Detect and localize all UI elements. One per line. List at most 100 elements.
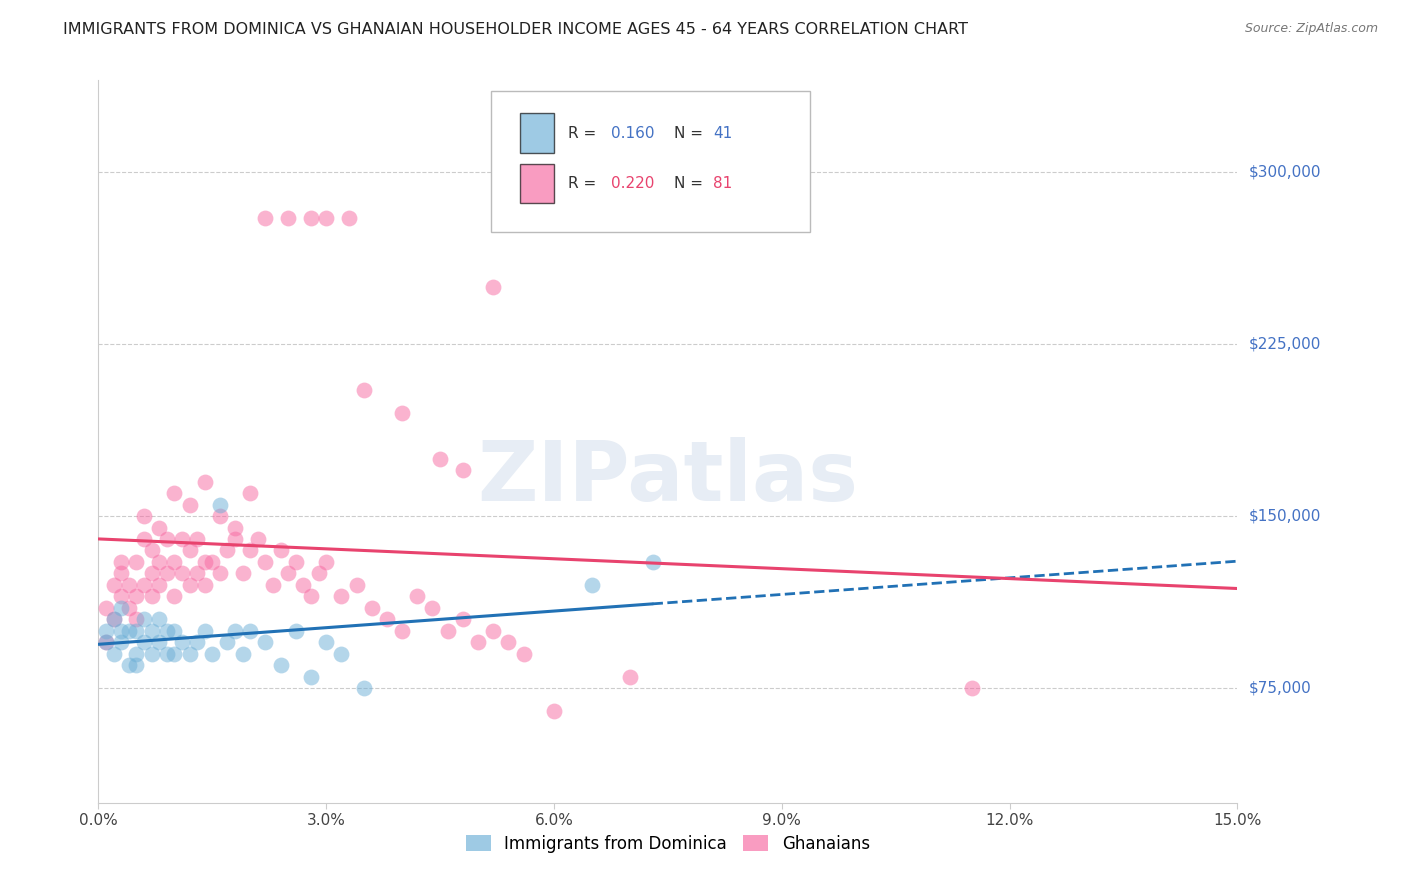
- Point: [156, 647, 179, 661]
- Point: [270, 543, 292, 558]
- Point: [353, 383, 375, 397]
- Point: [94, 635, 117, 649]
- Point: [125, 555, 148, 569]
- Point: [103, 647, 125, 661]
- Point: [375, 612, 398, 626]
- Text: $75,000: $75,000: [1249, 681, 1312, 696]
- Point: [141, 624, 163, 638]
- Point: [156, 566, 179, 581]
- Point: [163, 486, 186, 500]
- Point: [179, 498, 201, 512]
- Text: 41: 41: [713, 126, 733, 141]
- Point: [118, 600, 141, 615]
- Point: [451, 612, 474, 626]
- Text: $225,000: $225,000: [1249, 336, 1320, 351]
- Point: [224, 532, 246, 546]
- Point: [277, 211, 299, 225]
- Point: [110, 590, 132, 604]
- Point: [436, 624, 458, 638]
- Point: [284, 624, 307, 638]
- Point: [299, 211, 322, 225]
- Point: [543, 704, 565, 718]
- Point: [482, 279, 505, 293]
- Point: [330, 647, 353, 661]
- Point: [239, 624, 262, 638]
- Point: [163, 647, 186, 661]
- Point: [429, 451, 451, 466]
- Point: [110, 566, 132, 581]
- Text: R =: R =: [568, 126, 600, 141]
- Text: $300,000: $300,000: [1249, 164, 1320, 179]
- Point: [406, 590, 429, 604]
- Point: [391, 406, 413, 420]
- Point: [132, 532, 155, 546]
- Point: [125, 590, 148, 604]
- Point: [262, 578, 284, 592]
- Point: [141, 543, 163, 558]
- Point: [232, 647, 254, 661]
- Point: [208, 498, 231, 512]
- Point: [163, 590, 186, 604]
- Text: 81: 81: [713, 176, 733, 191]
- Point: [110, 555, 132, 569]
- Point: [330, 590, 353, 604]
- Point: [194, 624, 217, 638]
- Point: [118, 578, 141, 592]
- Point: [125, 624, 148, 638]
- Point: [94, 635, 117, 649]
- Point: [194, 578, 217, 592]
- Point: [292, 578, 315, 592]
- Point: [467, 635, 489, 649]
- Point: [201, 647, 224, 661]
- Point: [103, 578, 125, 592]
- Point: [217, 543, 239, 558]
- Point: [641, 555, 664, 569]
- Point: [277, 566, 299, 581]
- Point: [148, 612, 170, 626]
- Text: ZIPatlas: ZIPatlas: [478, 437, 858, 518]
- Point: [141, 647, 163, 661]
- Point: [110, 624, 132, 638]
- Point: [163, 555, 186, 569]
- Point: [498, 635, 520, 649]
- Text: R =: R =: [568, 176, 600, 191]
- Point: [170, 532, 193, 546]
- Point: [103, 612, 125, 626]
- Point: [337, 211, 360, 225]
- Point: [194, 475, 217, 489]
- Point: [451, 463, 474, 477]
- Point: [110, 635, 132, 649]
- Point: [208, 566, 231, 581]
- Point: [125, 612, 148, 626]
- Point: [299, 590, 322, 604]
- Point: [232, 566, 254, 581]
- Point: [186, 635, 208, 649]
- Point: [217, 635, 239, 649]
- Text: Source: ZipAtlas.com: Source: ZipAtlas.com: [1244, 22, 1378, 36]
- Point: [239, 543, 262, 558]
- Point: [94, 600, 117, 615]
- Point: [125, 647, 148, 661]
- Point: [170, 566, 193, 581]
- Point: [299, 670, 322, 684]
- Point: [224, 520, 246, 534]
- Point: [482, 624, 505, 638]
- Point: [512, 647, 534, 661]
- Point: [315, 635, 337, 649]
- Point: [141, 566, 163, 581]
- Point: [141, 590, 163, 604]
- Point: [270, 658, 292, 673]
- Point: [118, 658, 141, 673]
- Point: [346, 578, 368, 592]
- Point: [110, 600, 132, 615]
- Point: [391, 624, 413, 638]
- Point: [194, 555, 217, 569]
- Point: [103, 612, 125, 626]
- Text: N =: N =: [673, 126, 707, 141]
- Point: [246, 532, 269, 546]
- Point: [156, 624, 179, 638]
- Point: [132, 509, 155, 524]
- FancyBboxPatch shape: [520, 164, 554, 203]
- Point: [156, 532, 179, 546]
- Legend: Immigrants from Dominica, Ghanaians: Immigrants from Dominica, Ghanaians: [460, 828, 876, 860]
